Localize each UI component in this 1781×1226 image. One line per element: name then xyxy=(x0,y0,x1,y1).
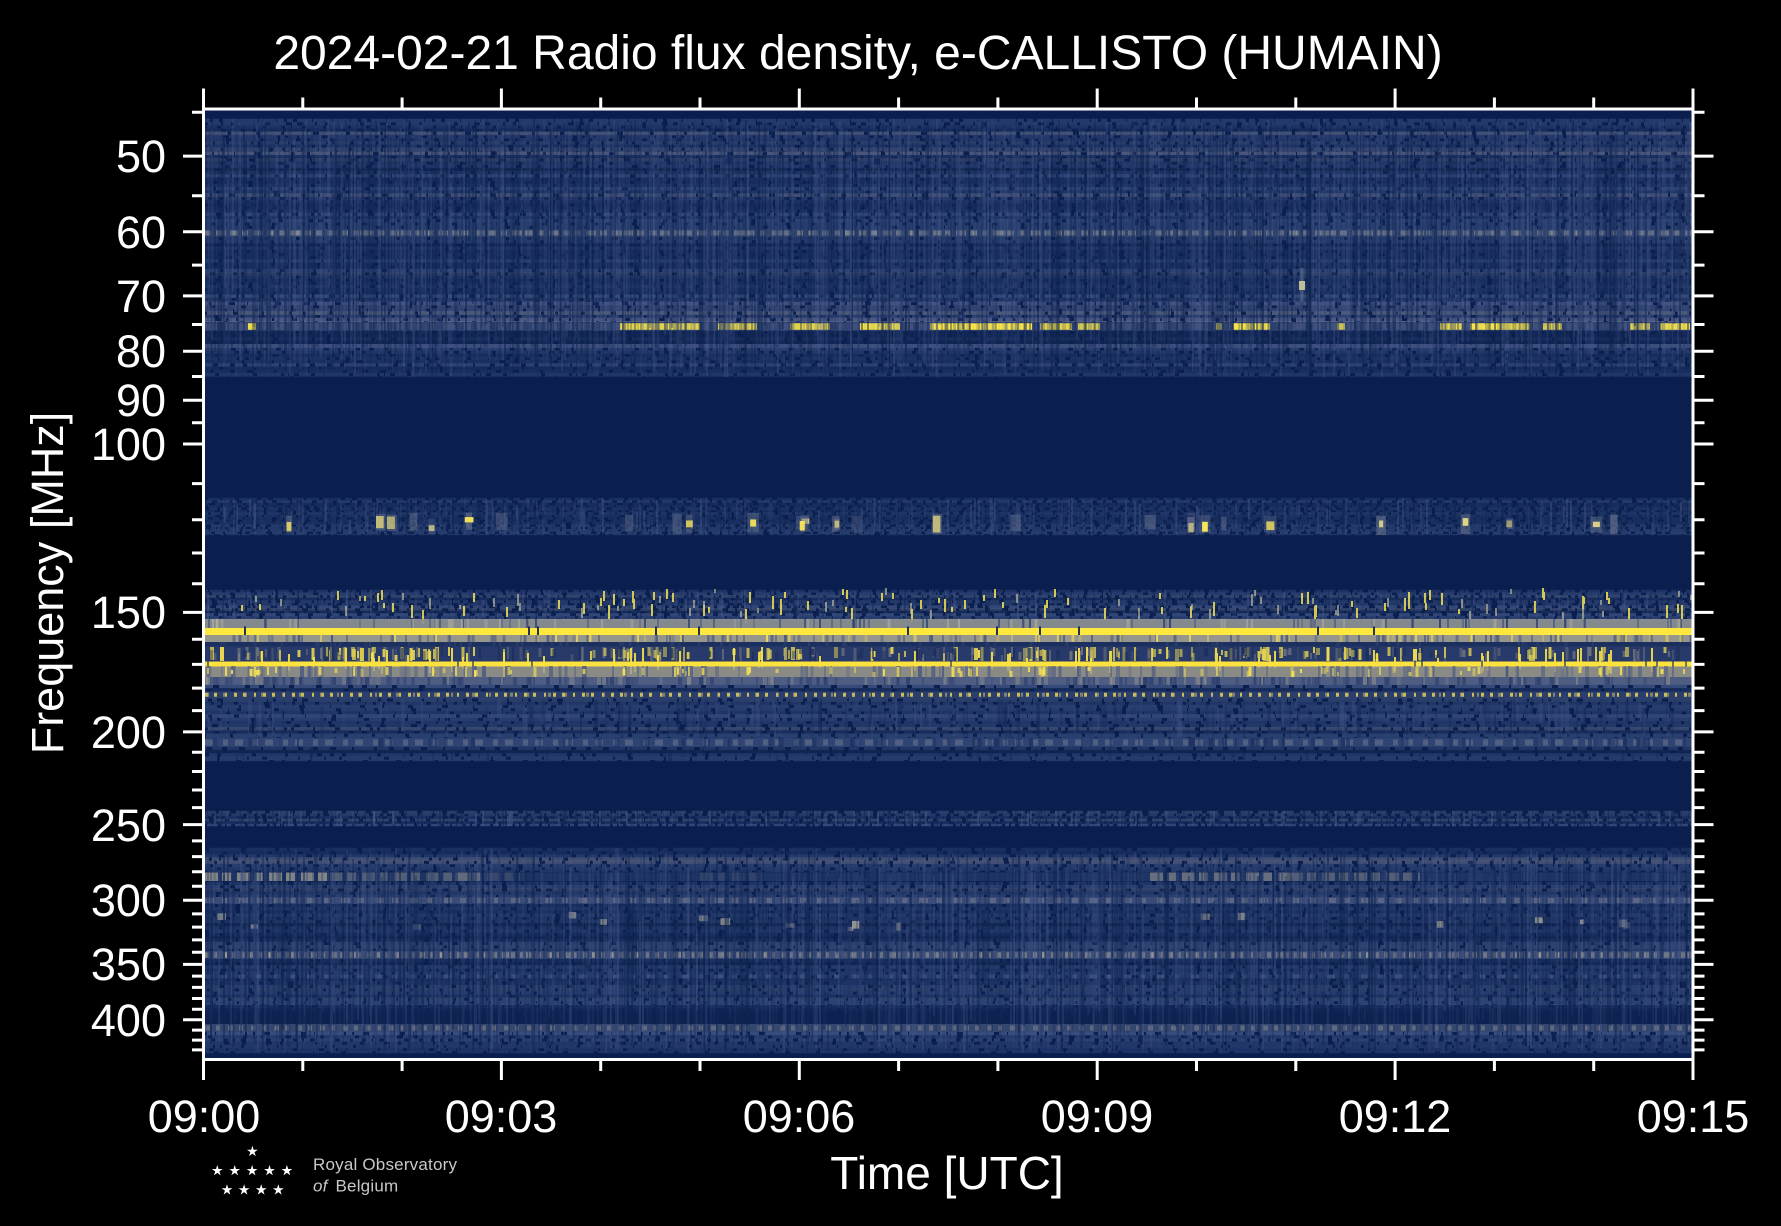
svg-text:200: 200 xyxy=(91,707,166,758)
svg-text:09:09: 09:09 xyxy=(1041,1091,1154,1142)
svg-text:300: 300 xyxy=(91,875,166,926)
svg-text:Royal Observatory: Royal Observatory xyxy=(313,1155,457,1174)
svg-text:09:12: 09:12 xyxy=(1339,1091,1452,1142)
svg-text:2024-02-21 Radio flux density,: 2024-02-21 Radio flux density, e-CALLIST… xyxy=(273,27,1442,80)
svg-text:Time [UTC]: Time [UTC] xyxy=(830,1147,1063,1199)
svg-text:250: 250 xyxy=(91,800,166,851)
svg-text:350: 350 xyxy=(91,939,166,990)
svg-text:of Belgium: of Belgium xyxy=(313,1177,398,1196)
svg-text:80: 80 xyxy=(116,326,166,377)
svg-text:150: 150 xyxy=(91,587,166,638)
svg-text:60: 60 xyxy=(116,207,166,258)
svg-text:400: 400 xyxy=(91,995,166,1046)
svg-text:90: 90 xyxy=(116,375,166,426)
svg-text:09:03: 09:03 xyxy=(445,1091,558,1142)
svg-text:Frequency [MHz]: Frequency [MHz] xyxy=(22,412,73,755)
svg-text:09:00: 09:00 xyxy=(148,1091,261,1142)
svg-text:09:06: 09:06 xyxy=(743,1091,856,1142)
svg-text:09:15: 09:15 xyxy=(1637,1091,1750,1142)
svg-text:70: 70 xyxy=(116,271,166,322)
svg-text:100: 100 xyxy=(91,419,166,470)
svg-text:50: 50 xyxy=(116,131,166,182)
